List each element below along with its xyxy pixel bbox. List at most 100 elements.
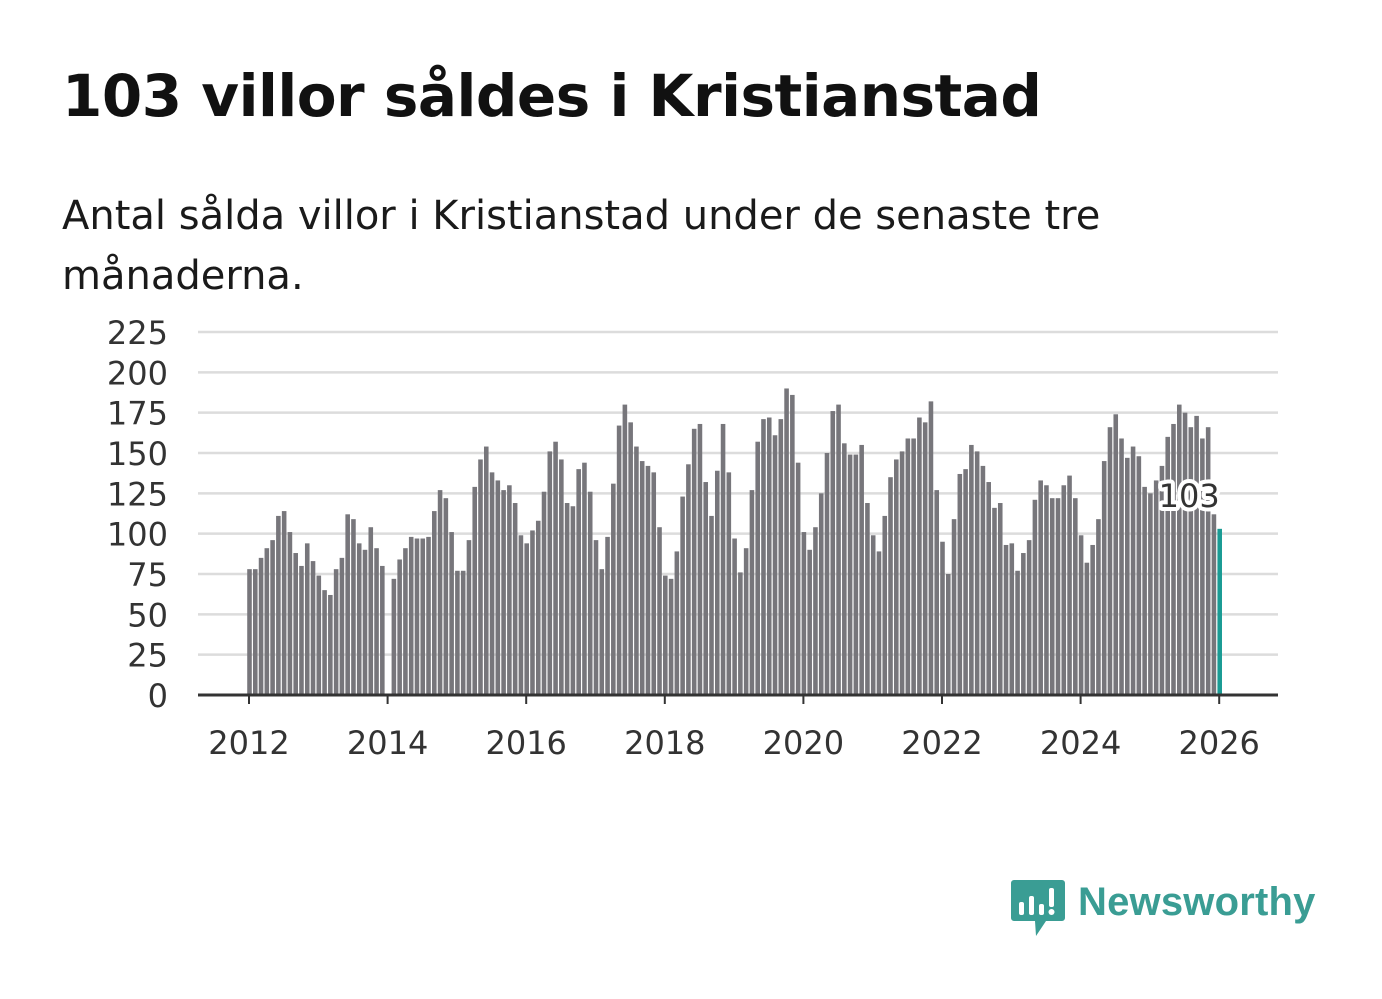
bar: [876, 551, 882, 695]
bar: [1125, 457, 1130, 695]
bar: [287, 532, 293, 695]
x-tick-label: 2020: [763, 724, 844, 762]
bar: [905, 438, 911, 695]
bar: [420, 538, 426, 695]
bar: [1015, 570, 1020, 695]
bar: [489, 472, 495, 695]
bar: [888, 477, 893, 695]
bar: [772, 435, 778, 695]
bar: [1119, 438, 1124, 695]
bar: [709, 515, 714, 695]
bar: [264, 548, 270, 695]
bar: [1142, 486, 1147, 695]
bar: [738, 572, 743, 695]
bar: [697, 423, 703, 695]
bar: [859, 444, 864, 695]
bar: [680, 496, 685, 695]
bar: [356, 543, 362, 695]
bar: [703, 482, 709, 695]
x-tick-label: 2018: [624, 724, 705, 762]
bar: [801, 532, 807, 695]
y-tick-label: 175: [107, 395, 168, 433]
bar: [634, 446, 639, 695]
bar: [582, 462, 587, 695]
bar: [449, 532, 454, 695]
bar: [842, 443, 847, 695]
bar: [743, 548, 749, 695]
bar: [790, 394, 795, 695]
bar: [997, 503, 1003, 695]
bar: [524, 543, 529, 695]
bar: [894, 459, 899, 695]
bar: [432, 511, 437, 695]
y-tick-label: 25: [127, 637, 168, 675]
bar: [587, 491, 593, 695]
bar: [1090, 544, 1095, 695]
bar: [824, 453, 830, 695]
bar: [732, 538, 737, 695]
bar: [403, 548, 408, 695]
bar: [922, 422, 928, 695]
bar: [611, 483, 616, 695]
bar: [853, 454, 859, 695]
y-tick-label: 125: [107, 475, 168, 513]
bar: [247, 569, 252, 695]
bar: [541, 491, 547, 695]
y-tick-label: 50: [127, 596, 168, 634]
y-tick-label: 200: [107, 354, 168, 392]
bars: [247, 388, 1222, 695]
bar: [437, 490, 443, 695]
bar: [1084, 562, 1090, 695]
bar: [599, 569, 605, 695]
bar: [559, 459, 564, 695]
bar: [917, 417, 922, 695]
bar: [1078, 535, 1084, 695]
bar: [726, 472, 732, 695]
bar: [1148, 493, 1153, 695]
bar: [1194, 415, 1199, 695]
bar: [605, 536, 610, 695]
bar: [639, 461, 645, 695]
bar: [1211, 514, 1217, 695]
bar: [270, 540, 275, 695]
bar: [1159, 465, 1165, 695]
bar: [992, 507, 997, 695]
brand-name: Newsworthy: [1078, 880, 1316, 924]
bar: [1032, 499, 1038, 695]
bar: [818, 493, 824, 695]
bar: [293, 553, 298, 695]
y-tick-label: 75: [127, 556, 168, 594]
bar: [443, 498, 449, 695]
bar: [974, 451, 980, 695]
x-tick-label: 2026: [1178, 724, 1259, 762]
bar: [778, 419, 784, 695]
bar: [252, 569, 258, 695]
bar: [686, 464, 691, 695]
bar: [899, 451, 905, 695]
bar: [761, 419, 766, 695]
bar: [495, 480, 501, 695]
y-tick-label: 0: [148, 677, 168, 715]
bar: [1176, 404, 1182, 695]
bar: [830, 411, 836, 695]
bar: [472, 486, 478, 695]
bar: [455, 570, 460, 695]
bar: [691, 428, 697, 695]
bar: [957, 473, 963, 695]
bar: [397, 559, 402, 695]
bar: [391, 578, 397, 695]
bar: [622, 404, 628, 695]
bar: [1003, 544, 1009, 695]
bar: [951, 519, 957, 695]
bar: [570, 506, 576, 695]
bar: [1136, 456, 1142, 695]
x-tick-label: 2014: [347, 724, 428, 762]
bar: [645, 465, 651, 695]
bar: [651, 472, 657, 695]
bar: [1061, 485, 1067, 695]
bar: [616, 425, 622, 695]
bar: [1055, 498, 1061, 695]
bar: [1026, 540, 1032, 695]
bar: [969, 444, 974, 695]
